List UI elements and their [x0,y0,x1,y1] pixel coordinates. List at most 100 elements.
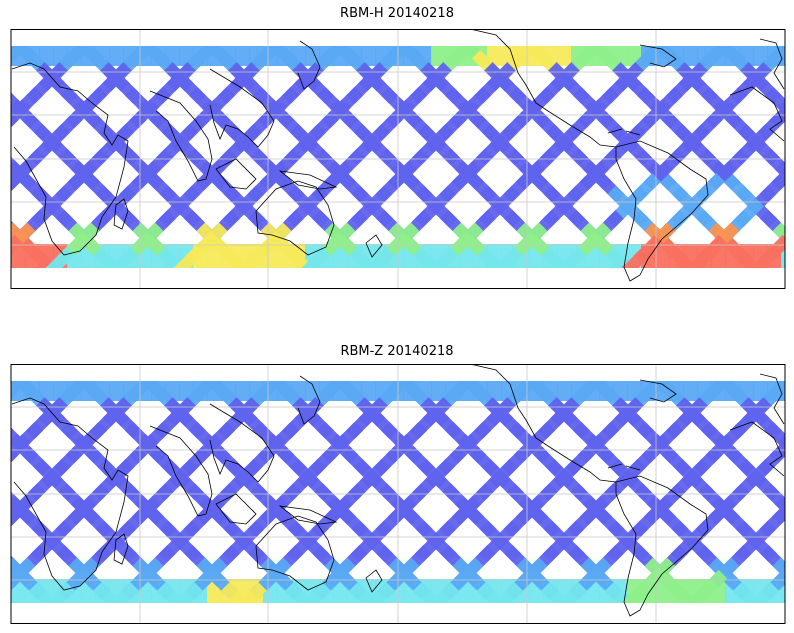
swath-track [493,247,523,268]
swath-track [11,53,17,64]
swath-track [779,381,785,387]
swath-track [0,541,1,553]
swath-track [301,582,331,603]
coastline-path [639,379,677,403]
swath-cell [109,381,124,401]
swath-track [173,582,203,603]
coastline-path [615,475,709,617]
swath-cell [683,46,698,66]
swath-track [621,582,651,603]
swath-cell [361,381,376,401]
coastline-path [215,493,257,525]
swath-track [45,247,75,268]
swath-cell [781,244,785,268]
coastline-path [615,140,709,282]
swath-track [429,247,459,268]
swath-track [301,247,331,268]
coastline-path [365,234,383,258]
coastline-path [278,170,338,190]
swath-cell [431,46,446,66]
coastline-path [469,364,549,447]
swath-track [493,582,523,603]
coastline-path [149,90,213,182]
swath-track [621,247,651,268]
swath-track [0,206,1,218]
panel-title-bottom: RBM-Z 20140218 [340,344,454,359]
swath-cell [781,579,785,603]
swath-track [777,434,785,451]
coastline-path [149,425,213,517]
coastline-path [11,397,129,591]
map-panel-rbm-z [0,364,786,624]
swath-track [45,582,75,603]
coastline-path [759,373,785,425]
coastline-path [547,110,617,148]
coastline-path [469,29,549,112]
coastline-path [547,445,617,483]
axes-frame [10,29,786,289]
swath-cell [361,46,376,66]
swath-track [557,247,587,268]
swath-cell [557,381,572,401]
swath-cell [305,381,320,401]
swath-track [772,557,785,579]
swath-track [11,46,29,64]
swath-track [781,104,785,111]
graticule [11,29,785,288]
swath-layer [0,46,785,268]
coastline-path [729,421,785,477]
swath-track [781,439,785,446]
coastline-path [278,505,338,525]
map-panel-rbm-h [0,29,786,289]
coastline-path [639,44,677,68]
coastline-path [607,128,641,136]
swath-cell [235,381,250,401]
coastline-path [607,463,641,471]
coastlines [11,29,785,282]
coastline-path [209,403,275,483]
coastlines [11,364,785,617]
swath-track [109,582,139,603]
swath-track [11,447,19,463]
swath-track [11,92,14,99]
swath-track [11,388,17,399]
swath-track [772,222,785,244]
swath-track [237,247,267,268]
swath-track [557,582,587,603]
swath-cell [683,381,698,401]
swath-track [11,112,19,128]
swath-cell [235,46,250,66]
coastline-path [113,198,129,230]
coastline-path [297,375,321,425]
coastline-path [209,68,275,148]
swath-track [685,247,715,268]
swath-track [11,491,12,493]
coastline-path [297,40,321,90]
swath-track [365,582,395,603]
swath-cell [109,46,124,66]
swath-track [365,247,395,268]
swath-track [11,156,12,158]
coastline-path [11,62,129,256]
axes-frame [10,364,786,624]
swath-track [749,247,779,268]
swath-track [11,173,21,192]
coastline-path [759,38,785,90]
swath-track [429,582,459,603]
coastline-path [215,158,257,190]
swath-track [11,427,14,434]
swath-track [11,381,29,399]
coastline-path [113,533,129,565]
swath-track [779,46,785,52]
swath-cell [305,46,320,66]
swath-track [173,247,203,268]
swath-layer [0,381,785,603]
swath-cell [753,46,768,66]
swath-cell [557,46,572,66]
swath-cell [431,381,446,401]
swath-track [749,582,779,603]
swath-track [0,256,2,268]
panel-title-top: RBM-H 20140218 [340,6,454,21]
coastline-path [729,86,785,142]
coastline-path [365,569,383,593]
